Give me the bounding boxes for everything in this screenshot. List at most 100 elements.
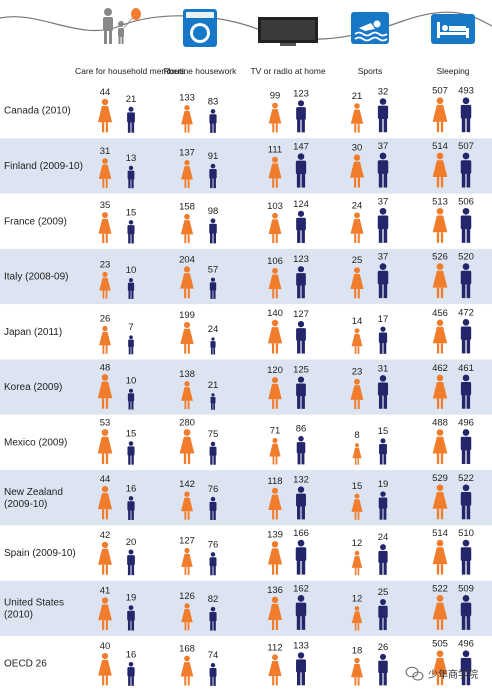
men-value: 125 [293,365,309,376]
men-value: 21 [126,94,137,105]
women-value: 127 [179,535,195,546]
men-value: 91 [208,151,219,162]
country-label: (2009-10) [4,499,47,510]
man-figure [379,438,387,465]
women-value: 111 [268,145,282,156]
woman-figure [179,429,195,464]
woman-figure [432,152,448,188]
women-value: 133 [179,93,195,104]
man-figure [378,326,388,354]
women-value: 12 [352,593,363,604]
woman-figure [351,493,363,520]
table-row: Finland (2009-10) 31 13 137 91 111 147 30 37 514 5… [0,138,492,194]
man-figure [377,263,389,299]
country-label: United States [4,597,64,608]
men-value: 162 [293,583,309,594]
man-figure [295,595,307,630]
women-value: 42 [100,530,111,541]
man-figure [127,165,135,189]
woman-figure [432,97,448,133]
man-figure [127,496,135,520]
category-label: Care for household members [75,66,185,76]
woman-figure [432,374,448,409]
men-value: 19 [126,593,137,604]
men-value: 21 [208,380,219,391]
woman-figure [99,325,111,354]
men-value: 10 [126,376,137,387]
woman-figure [432,207,448,243]
women-value: 44 [100,87,111,98]
women-value: 488 [432,418,448,429]
men-value: 496 [458,418,474,429]
row-background [0,580,492,636]
woman-figure [181,603,193,631]
man-figure [296,321,306,354]
man-figure [460,374,472,409]
woman-figure [180,655,194,686]
country-label: Japan (2011) [4,327,62,338]
man-figure [127,388,135,410]
woman-figure [432,484,448,520]
woman-figure [99,271,111,299]
man-figure [209,496,217,521]
man-figure [210,393,216,410]
woman-figure [180,213,194,244]
table-row: Italy (2008-09) 23 10 204 57 106 123 25 37 526 520 [0,248,492,305]
men-value: 25 [378,587,389,598]
man-figure [377,152,389,188]
row-background [0,636,492,691]
watermark-text: 少年商学院 [428,668,478,681]
woman-figure [267,541,283,575]
men-value: 133 [293,640,309,651]
woman-figure [181,491,193,520]
man-figure [209,163,217,189]
woman-figure [181,547,193,576]
woman-figure [180,321,194,354]
men-value: 123 [293,88,309,99]
man-figure [209,109,217,133]
man-figure [377,375,389,409]
women-value: 462 [432,363,448,374]
man-figure [460,539,472,575]
woman-figure [181,381,193,410]
man-figure [295,539,307,575]
men-value: 7 [128,322,133,333]
men-value: 37 [378,141,389,152]
women-value: 513 [432,196,448,207]
woman-figure [98,212,112,244]
man-figure [460,484,472,520]
family-icon [103,8,141,44]
men-value: 509 [458,583,474,594]
woman-figure [98,541,112,575]
woman-figure [432,539,448,575]
man-figure [460,97,472,133]
man-figure [296,210,306,243]
women-value: 142 [179,479,195,490]
country-label: Finland (2009-10) [4,161,83,172]
women-value: 12 [352,538,363,549]
woman-figure [268,212,282,244]
women-value: 522 [432,583,448,594]
men-value: 20 [126,537,137,548]
woman-figure [268,267,282,299]
man-figure [296,486,306,520]
women-value: 44 [100,474,111,485]
man-figure [127,549,135,576]
woman-figure [180,266,194,299]
woman-figure [267,596,283,630]
women-value: 106 [267,256,283,267]
table-row: OECD 26 40 16 168 74 112 133 18 26 505 496 [0,636,492,691]
swimming-icon [351,12,389,44]
man-figure [127,605,135,631]
man-figure [296,100,306,133]
woman-figure [432,319,448,354]
men-value: 147 [293,142,309,153]
women-value: 35 [100,200,111,211]
woman-figure [98,597,112,631]
man-figure [295,153,307,188]
woman-figure [351,550,363,576]
category-label: TV or radio at home [250,66,325,76]
men-value: 31 [378,363,389,374]
men-value: 127 [293,309,309,320]
